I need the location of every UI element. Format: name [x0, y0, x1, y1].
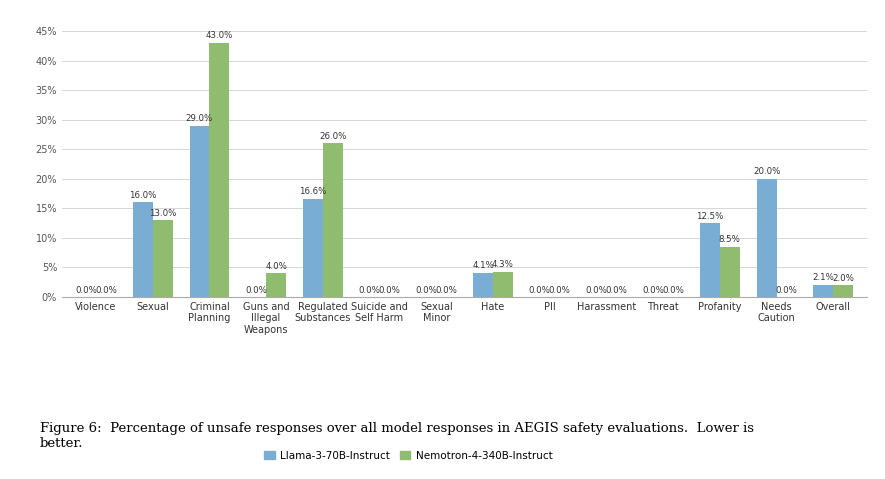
Text: 13.0%: 13.0%: [149, 209, 176, 218]
Text: 0.0%: 0.0%: [605, 285, 627, 295]
Text: 0.0%: 0.0%: [435, 285, 458, 295]
Text: 0.0%: 0.0%: [662, 285, 684, 295]
Bar: [153, 220, 173, 297]
Text: 0.0%: 0.0%: [245, 285, 267, 295]
Bar: [813, 285, 834, 297]
Text: 0.0%: 0.0%: [75, 285, 97, 295]
Bar: [493, 272, 512, 297]
Legend: Llama-3-70B-Instruct, Nemotron-4-340B-Instruct: Llama-3-70B-Instruct, Nemotron-4-340B-In…: [260, 446, 557, 465]
Text: 0.0%: 0.0%: [549, 285, 571, 295]
Bar: [266, 274, 286, 297]
Text: 20.0%: 20.0%: [753, 167, 781, 176]
Bar: [323, 143, 342, 297]
Text: 2.0%: 2.0%: [832, 274, 854, 283]
Text: 8.5%: 8.5%: [719, 235, 741, 244]
Bar: [189, 125, 210, 297]
Text: 4.3%: 4.3%: [492, 260, 514, 269]
Text: 26.0%: 26.0%: [319, 132, 346, 141]
Bar: [210, 43, 229, 297]
Text: 0.0%: 0.0%: [586, 285, 607, 295]
Bar: [700, 223, 720, 297]
Text: 16.0%: 16.0%: [129, 191, 157, 200]
Text: 0.0%: 0.0%: [379, 285, 400, 295]
Text: 2.1%: 2.1%: [812, 273, 835, 282]
Text: 0.0%: 0.0%: [529, 285, 550, 295]
Text: 4.1%: 4.1%: [472, 262, 494, 270]
Text: 16.6%: 16.6%: [299, 187, 327, 196]
Text: 0.0%: 0.0%: [358, 285, 381, 295]
Bar: [473, 273, 493, 297]
Bar: [834, 285, 853, 297]
Text: 12.5%: 12.5%: [696, 212, 724, 221]
Bar: [757, 179, 776, 297]
Text: 4.0%: 4.0%: [266, 262, 287, 271]
Text: 0.0%: 0.0%: [95, 285, 117, 295]
Text: 29.0%: 29.0%: [186, 114, 213, 123]
Bar: [720, 247, 740, 297]
Bar: [133, 203, 153, 297]
Text: 43.0%: 43.0%: [205, 32, 233, 40]
Text: 0.0%: 0.0%: [775, 285, 797, 295]
Bar: [303, 199, 323, 297]
Text: Figure 6:  Percentage of unsafe responses over all model responses in AEGIS safe: Figure 6: Percentage of unsafe responses…: [40, 422, 754, 450]
Text: 0.0%: 0.0%: [643, 285, 664, 295]
Text: 0.0%: 0.0%: [415, 285, 437, 295]
